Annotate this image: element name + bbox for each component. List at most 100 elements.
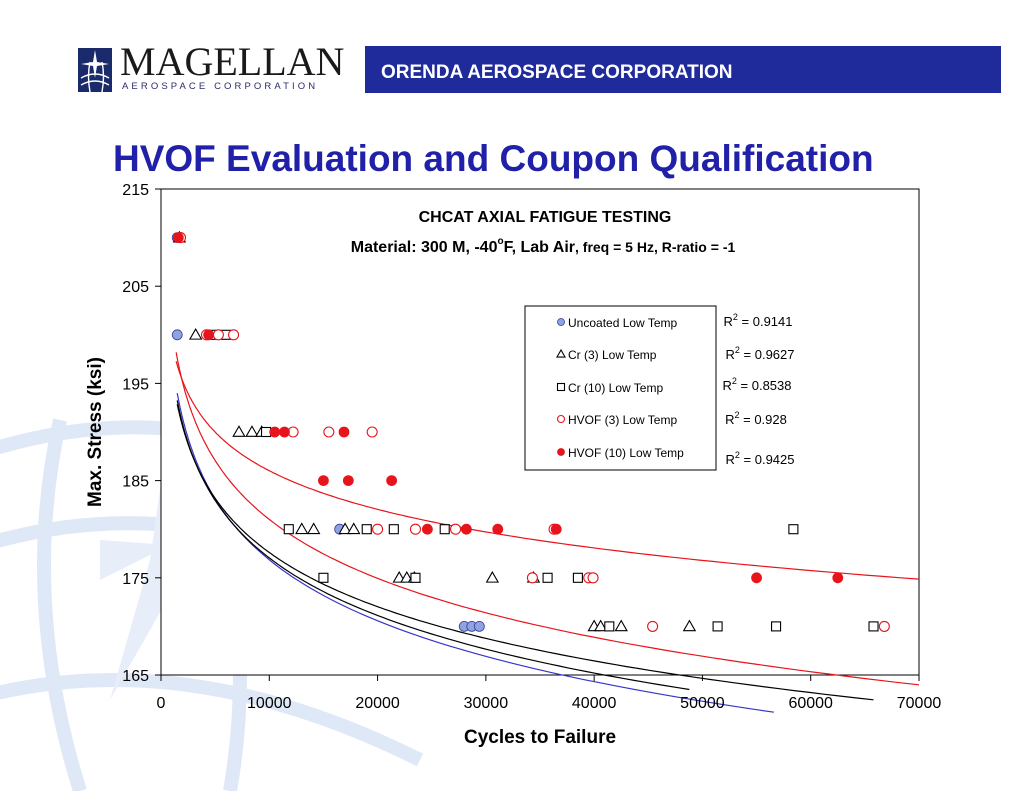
point-marker [473,621,485,632]
point-marker [171,329,183,341]
point-marker [421,523,433,535]
r-squared-labels: R2 = 0.9141 R2 = 0.9627 R2 = 0.8538 R2 = 0.… [723,312,795,467]
point-marker [269,426,281,438]
point-marker [338,426,350,438]
point-marker [557,448,565,456]
r-squared-label: R2 = 0.9141 [724,312,793,329]
point-marker [188,327,203,340]
chart-title: CHCAT AXIAL FATIGUE TESTING [419,209,672,226]
legend-items: Uncoated Low Temp Cr (3) Low Temp Cr (10) … [556,316,684,460]
point-marker [788,524,799,535]
x-axis-label: Cycles to Failure [464,727,616,748]
point-marker [614,619,628,632]
point-marker [212,329,224,341]
legend-label: HVOF (3) Low Temp [568,413,677,427]
y-tick-label: 215 [122,182,149,199]
r-squared-label: R2 = 0.9425 [726,450,795,467]
point-marker [556,382,566,392]
subtitle-lab-air: F, Lab Air [504,239,575,256]
point-marker [283,524,294,535]
point-marker [572,572,583,583]
point-marker [878,620,890,632]
subtitle-degree: o [497,236,503,247]
point-marker [388,524,399,535]
y-tick-label: 175 [122,571,149,588]
point-marker [460,523,472,535]
y-tick-label: 185 [122,474,149,491]
logo-wordmark: MAGELLAN [120,39,345,84]
point-marker [172,232,184,244]
legend-label: Cr (3) Low Temp [568,348,657,362]
y-tick-label: 195 [122,376,149,393]
point-marker [361,524,372,535]
x-tick-label: 50000 [680,695,725,712]
point-marker [342,475,354,487]
legend: Uncoated Low Temp Cr (3) Low Temp Cr (10) … [524,305,717,471]
point-marker [492,523,504,535]
point-marker [593,619,608,632]
point-marker [868,621,879,632]
trend-line [176,392,774,713]
r-squared-label: R2 = 0.9627 [726,345,795,362]
x-tick-label: 60000 [788,695,833,712]
point-marker [557,318,565,326]
point-marker [771,621,782,632]
point-marker [232,425,246,437]
point-marker [410,572,421,583]
point-marker [604,621,615,632]
point-marker [306,522,321,535]
point-marker [409,523,422,535]
x-tick-label: 20000 [355,695,400,712]
trend-lines [175,352,920,713]
y-axis-label: Max. Stress (ksi) [85,357,106,507]
company-banner: ORENDA AEROSPACE CORPORATION [365,46,1001,93]
trend-line [176,404,874,701]
point-marker [318,475,329,487]
point-marker [338,522,352,535]
point-marker [449,523,462,535]
point-marker [203,329,215,341]
trend-line [175,361,920,580]
point-marker [647,620,659,632]
trend-line [175,352,920,686]
x-tick-label: 30000 [464,695,509,712]
point-marker [279,426,290,438]
point-marker [712,621,723,632]
point-marker [751,572,762,584]
point-marker [386,475,398,487]
globe-icon [78,48,112,92]
subtitle-rest: , freq = 5 Hz, R-ratio = -1 [575,239,735,255]
point-marker [832,572,844,584]
x-tick-label: 70000 [897,695,942,712]
y-tick-label: 205 [122,279,149,296]
point-marker [556,414,566,424]
point-marker [295,522,309,535]
y-tick-label: 165 [122,668,149,685]
subtitle-main: Material: 300 M, -40 [351,239,498,256]
logo-subtitle: AEROSPACE CORPORATION [122,81,319,92]
data-points [171,230,890,632]
legend-label: Uncoated Low Temp [568,316,678,330]
point-marker [542,572,553,583]
point-marker [556,348,566,358]
point-marker [366,426,378,438]
page-title: HVOF Evaluation and Coupon Qualification [113,138,874,179]
legend-box [524,305,717,471]
x-tick-label: 0 [157,695,166,712]
banner-text: ORENDA AEROSPACE CORPORATION [381,62,733,83]
point-marker [587,572,599,584]
point-marker [682,619,697,632]
axes: 0 10000 20000 30000 40000 50000 60000 70000 165 1… [122,182,941,712]
x-tick-label: 10000 [247,695,292,712]
point-marker [439,524,450,535]
point-marker [372,523,384,535]
point-marker [228,329,240,341]
point-marker [526,572,538,584]
r-squared-label: R2 = 0.928 [725,410,787,427]
point-marker [318,572,329,583]
legend-label: HVOF (10) Low Temp [568,446,684,460]
point-marker [485,570,500,583]
point-marker [323,426,335,438]
point-marker [260,426,272,438]
